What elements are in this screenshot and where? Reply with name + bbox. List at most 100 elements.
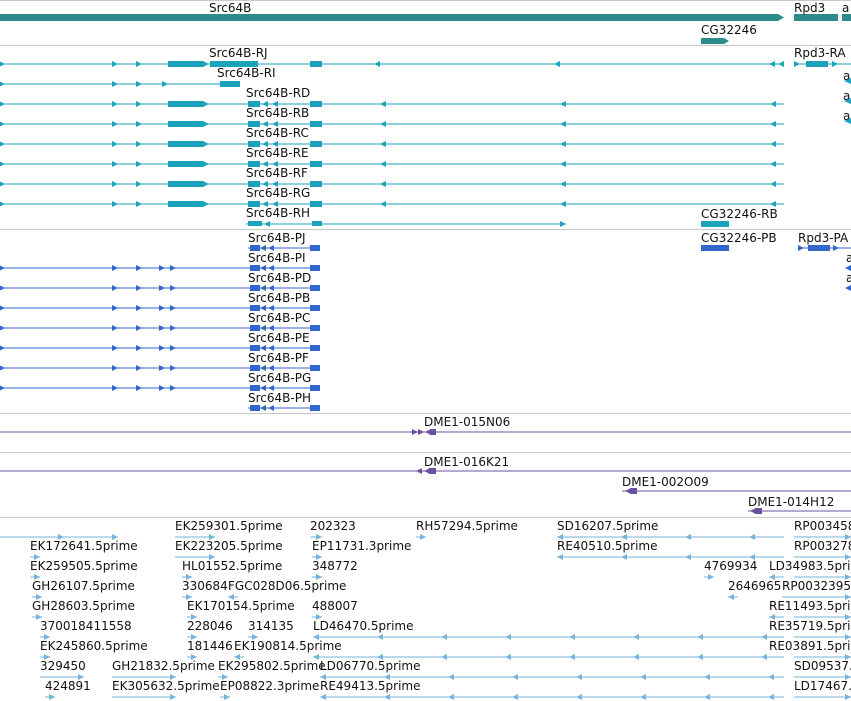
protein-src64b-pe[interactable]: Src64B-PE [0, 331, 320, 351]
protein-src64b-pc[interactable]: Src64B-PC [0, 311, 320, 331]
est-label-ep08822-3prime[interactable]: EP08822.3prime [220, 679, 319, 693]
est-feature[interactable] [248, 634, 258, 640]
est-feature[interactable] [769, 614, 784, 620]
est-label-181446[interactable]: 181446 [187, 639, 233, 653]
protein-src64b-pg[interactable]: Src64B-PG [0, 371, 320, 391]
est-label-rp003278[interactable]: RP003278 [794, 539, 851, 553]
protein-src64b-pj[interactable]: Src64B-PJ [248, 231, 320, 251]
protein-src64b-pi[interactable]: Src64B-PI [0, 251, 320, 271]
est-feature[interactable] [320, 694, 784, 700]
gene-cg32246-bar[interactable] [701, 38, 729, 44]
est-label-348772[interactable]: 348772 [312, 559, 358, 573]
est-label-gh26107-5prime[interactable]: GH26107.5prime [32, 579, 135, 593]
est-feature[interactable] [220, 694, 230, 700]
est-label-ld34983-5prime[interactable]: LD34983.5prime [769, 559, 851, 573]
est-feature[interactable] [312, 574, 322, 580]
est-label-ek259505-5prime[interactable]: EK259505.5prime [30, 559, 138, 573]
est-feature[interactable] [794, 634, 851, 640]
est-feature[interactable] [187, 614, 197, 620]
est-feature[interactable] [313, 654, 784, 660]
est-feature[interactable] [187, 634, 197, 640]
est-label-ld17467[interactable]: LD17467. [794, 679, 851, 693]
est-label-hl01552-5prime[interactable]: HL01552.5prime [182, 559, 282, 573]
est-label-ek245860-5prime[interactable]: EK245860.5prime [40, 639, 148, 653]
transcript-cg32246-rb[interactable] [701, 221, 729, 227]
transcript-rpd3-ra[interactable] [794, 61, 851, 67]
est-feature[interactable] [728, 594, 738, 600]
transcript-src64b-rg[interactable]: Src64B-RG [0, 186, 784, 207]
est-label-ek170154-5prime[interactable]: EK170154.5prime [187, 599, 295, 613]
est-label-re49413-5prime[interactable]: RE49413.5prime [320, 679, 421, 693]
est-label-370018411558[interactable]: 370018411558 [40, 619, 132, 633]
est-label-re11493-5prime[interactable]: RE11493.5prime [769, 599, 851, 613]
transcript-a-extras[interactable] [844, 78, 851, 124]
est-label-ep11731-3prime[interactable]: EP11731.3prime [312, 539, 411, 553]
est-feature[interactable] [312, 554, 322, 560]
est-label-ld46470-5prime[interactable]: LD46470.5prime [313, 619, 414, 633]
est-feature[interactable] [187, 654, 197, 660]
est-feature[interactable] [40, 674, 84, 680]
clone-dme1-016k21[interactable] [0, 468, 851, 474]
est-label-ek305632-5prime[interactable]: EK305632.5prime [112, 679, 220, 693]
est-feature[interactable] [557, 534, 784, 540]
est-feature[interactable] [218, 674, 228, 680]
est-label-ld06770-5prime[interactable]: LD06770.5prime [320, 659, 421, 673]
transcript-src64b-rj[interactable]: Src64B-RJ [0, 46, 784, 67]
protein-a-extras[interactable] [845, 265, 851, 291]
protein-src64b-ph[interactable]: Src64B-PH [248, 391, 320, 411]
clone-dme1-014h12[interactable] [748, 508, 851, 514]
est-feature[interactable] [228, 594, 238, 600]
est-feature[interactable] [794, 654, 851, 660]
est-label-4769934[interactable]: 4769934 [704, 559, 757, 573]
protein-rpd3-pa[interactable] [798, 245, 851, 251]
est-feature[interactable] [40, 634, 50, 640]
transcript-src64b-rd[interactable]: Src64B-RD [0, 86, 784, 107]
est-feature[interactable] [234, 654, 244, 660]
est-label-228046[interactable]: 228046 [187, 619, 233, 633]
est-feature[interactable] [312, 614, 322, 620]
transcript-src64b-rb[interactable]: Src64B-RB [0, 106, 784, 127]
gene-a-bar[interactable] [842, 14, 851, 21]
est-label-sd16207-5prime[interactable]: SD16207.5prime [557, 519, 658, 533]
est-feature[interactable] [112, 674, 176, 680]
est-label-rh57294-5prime[interactable]: RH57294.5prime [416, 519, 518, 533]
transcript-src64b-re[interactable]: Src64B-RE [0, 146, 784, 167]
est-label-488007[interactable]: 488007 [312, 599, 358, 613]
est-label-sd09537[interactable]: SD09537. [794, 659, 851, 673]
est-label-424891[interactable]: 424891 [45, 679, 91, 693]
gene-rpd3-bar[interactable] [794, 14, 838, 21]
est-label-ek223205-5prime[interactable]: EK223205.5prime [175, 539, 283, 553]
transcript-src64b-rc[interactable]: Src64B-RC [0, 126, 784, 147]
est-label-gh28603-5prime[interactable]: GH28603.5prime [32, 599, 135, 613]
est-label-314135[interactable]: 314135 [248, 619, 294, 633]
est-label-rp0032395[interactable]: RP0032395 [782, 579, 851, 593]
est-label-fgc028d06-5prime[interactable]: FGC028D06.5prime [228, 579, 346, 593]
est-feature[interactable] [0, 534, 118, 540]
est-label-ek259301-5prime[interactable]: EK259301.5prime [175, 519, 283, 533]
est-feature[interactable] [794, 534, 851, 540]
est-feature[interactable] [310, 534, 322, 540]
est-feature[interactable] [40, 654, 50, 660]
est-feature[interactable] [320, 674, 784, 680]
est-feature[interactable] [416, 534, 426, 540]
clone-dme1-015n06[interactable] [0, 429, 851, 435]
transcript-src64b-rf[interactable]: Src64B-RF [0, 166, 784, 187]
est-feature[interactable] [557, 554, 784, 560]
transcript-src64b-rh[interactable]: Src64B-RH [246, 206, 566, 227]
est-label-330684[interactable]: 330684 [182, 579, 228, 593]
est-feature[interactable] [30, 574, 40, 580]
est-feature[interactable] [313, 634, 784, 640]
est-feature[interactable] [182, 594, 192, 600]
est-label-gh21832-5prime[interactable]: GH21832.5prime [112, 659, 215, 673]
est-feature[interactable] [704, 574, 714, 580]
protein-cg32246-pb[interactable] [701, 245, 729, 251]
est-label-202323[interactable]: 202323 [310, 519, 356, 533]
protein-src64b-pd[interactable]: Src64B-PD [0, 271, 320, 291]
est-feature[interactable] [794, 674, 851, 680]
est-feature[interactable] [175, 554, 215, 560]
est-feature[interactable] [30, 554, 40, 560]
est-feature[interactable] [45, 694, 55, 700]
est-feature[interactable] [32, 614, 42, 620]
est-label-ek190814-5prime[interactable]: EK190814.5prime [234, 639, 342, 653]
est-feature[interactable] [794, 694, 851, 700]
